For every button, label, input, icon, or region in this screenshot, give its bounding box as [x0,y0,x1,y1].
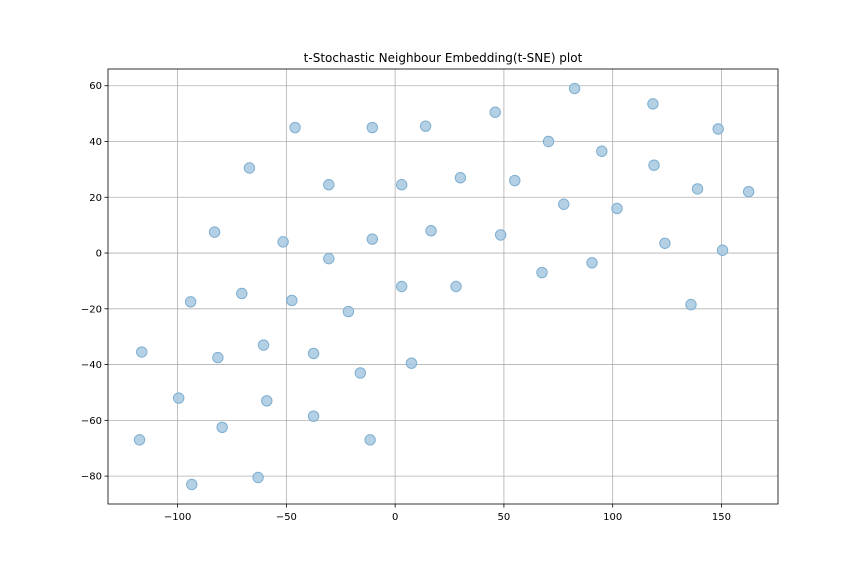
scatter-point [366,121,379,134]
scatter-point [354,367,367,379]
y-tick-label: 40 [89,137,102,148]
scatter-point [405,357,418,369]
scatter-point [172,392,185,404]
scatter-point [366,233,379,245]
x-tick-label: −50 [276,512,297,523]
scatter-point [212,351,224,364]
scatter-point [611,202,623,215]
scatter-point [395,280,408,293]
scatter-point [323,252,335,265]
x-tick-label: 0 [392,512,398,523]
x-tick-label: 100 [603,512,622,523]
scatter-point [685,298,697,311]
scatter-point [208,226,221,238]
y-tick-label: 20 [89,193,102,204]
scatter-point [419,120,432,132]
scatter-point [342,305,355,318]
x-tick-label: 150 [712,512,731,523]
scatter-point [716,244,729,256]
scatter-point [261,395,273,407]
scatter-point [289,121,301,134]
scatter-point [286,294,298,307]
scatter-point [236,287,248,300]
x-tick-label: 50 [498,512,511,523]
scatter-point [277,236,289,248]
y-tick-label: 60 [89,81,102,92]
scatter-point [558,198,570,210]
scatter-point [536,266,548,279]
scatter-point [596,145,608,157]
scatter-point [691,183,704,195]
chart-title: t-Stochastic Neighbour Embedding(t-SNE) … [304,51,583,65]
scatter-point [323,179,335,191]
scatter-point [307,347,320,360]
scatter-point [712,123,724,135]
scatter-point [489,106,501,118]
scatter-point [454,172,467,184]
x-tick-label: −100 [164,512,191,523]
scatter-point [494,229,507,241]
axis-ticks: −100 −50 0 50 100 150 −80 −60 −40 −20 0 20 40 60 [81,81,731,523]
scatter-point [257,339,270,351]
y-tick-label: −60 [81,416,102,427]
scatter-point [425,225,437,237]
scatter-point [364,434,376,446]
plot-area-frame [107,68,779,505]
grid [108,69,778,504]
y-tick-label: −20 [81,304,102,315]
scatter-point [586,257,598,269]
y-tick-label: −80 [81,472,102,483]
scatter-point [450,280,462,293]
scatter-point [216,421,228,434]
scatter-point [186,478,198,491]
scatter-point [184,296,197,308]
scatter-point [568,82,581,95]
scatter-point [509,174,521,187]
y-tick-label: 0 [96,249,102,260]
data-points [133,82,755,491]
scatter-point [395,179,408,191]
scatter-point [647,98,659,110]
scatter-point [307,410,320,422]
y-tick-label: −40 [81,360,102,371]
scatter-point [133,434,146,446]
scatter-point [136,346,148,358]
scatter-point [243,162,256,174]
scatter-point [542,135,555,148]
scatter-point [252,471,264,484]
scatter-point [659,237,671,249]
scatter-point [742,185,755,198]
scatter-point [648,159,660,171]
